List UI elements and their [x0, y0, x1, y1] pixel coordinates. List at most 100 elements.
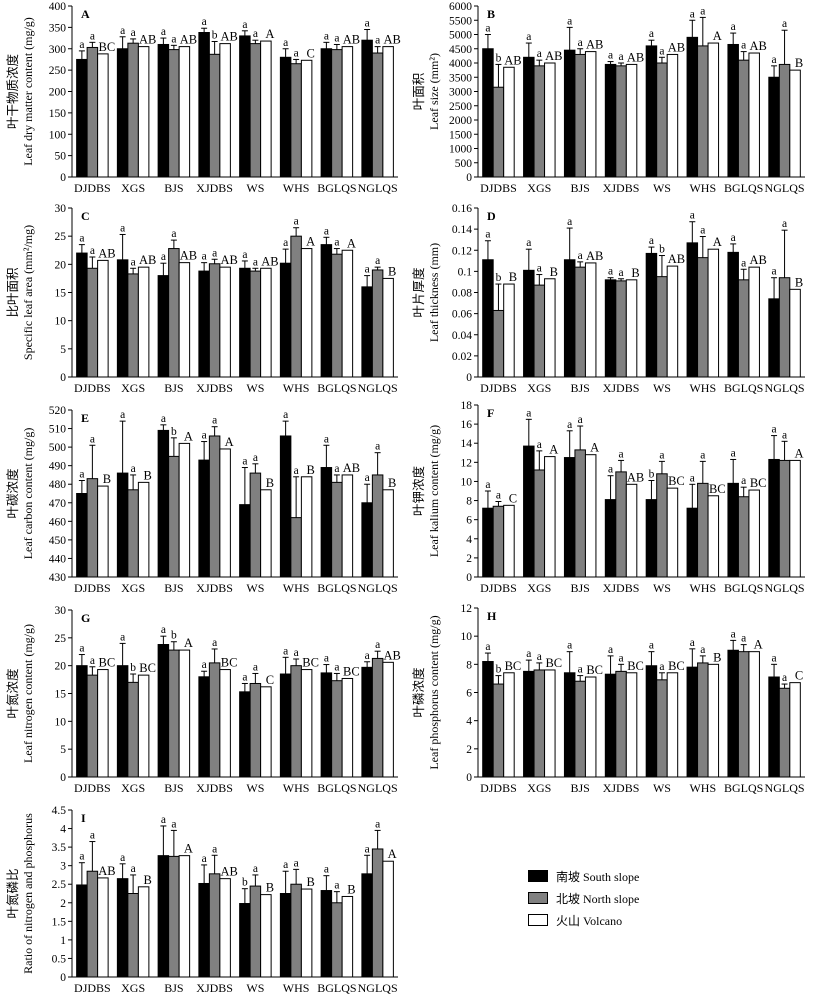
- bar-h-nglqs-south: [768, 676, 780, 778]
- significance-label-i-whs-volcano: B: [306, 875, 314, 889]
- x-tick-label-a-nglqs: NGLQS: [358, 181, 398, 195]
- y-tick-label-b-2: 1000: [449, 144, 472, 156]
- y-tick-label-e-3: 460: [49, 516, 67, 528]
- bar-h-bjs-south: [563, 672, 576, 778]
- bar-b-djdbs-north: [492, 86, 505, 178]
- bar-d-ws-volcano: [666, 265, 679, 378]
- bar-i-nglqs-north: [371, 848, 384, 978]
- significance-label-e-bjs-north: b: [171, 426, 177, 438]
- x-tick-label-i-djdbs: DJDBS: [74, 981, 111, 995]
- significance-label-d-xjdbs-south: a: [608, 266, 613, 278]
- x-tick-label-c-bglqs: BGLQS: [317, 381, 356, 395]
- x-tick-label-h-xgs: XGS: [527, 781, 551, 795]
- y-tick-label-i-1: 0.5: [52, 953, 67, 965]
- significance-label-d-djdbs-north: b: [496, 272, 502, 284]
- significance-label-d-whs-north: a: [700, 225, 705, 237]
- y-tick-label-g-2: 10: [55, 716, 67, 728]
- significance-label-c-ws-south: a: [242, 249, 247, 261]
- bar-i-ws-north: [249, 885, 262, 978]
- significance-label-i-nglqs-south: a: [365, 843, 370, 855]
- bar-e-nglqs-south: [361, 502, 373, 578]
- y-tick-label-f-2: 4: [466, 534, 472, 546]
- y-tick-label-i-0: 0: [60, 972, 66, 984]
- significance-label-c-bjs-south: a: [161, 251, 166, 263]
- bar-i-whs-south: [279, 893, 292, 978]
- bar-d-bglqs-north: [737, 279, 750, 378]
- significance-label-f-bglqs-south: a: [731, 447, 736, 459]
- significance-label-a-bglqs-volcano: AB: [343, 33, 360, 47]
- bar-h-xgs-south: [523, 670, 535, 778]
- bar-b-bjs-volcano: [584, 51, 597, 178]
- y-tick-label-d-2: 0.04: [452, 330, 472, 342]
- x-tick-label-g-nglqs: NGLQS: [358, 781, 398, 795]
- bar-g-xgs-north: [127, 681, 139, 778]
- bar-b-bglqs-south: [727, 43, 739, 178]
- bar-i-xjdbs-south: [198, 882, 210, 978]
- y-tick-label-b-11: 5500: [449, 15, 472, 27]
- bar-c-bjs-north: [168, 248, 180, 378]
- bar-a-bjs-south: [157, 43, 170, 178]
- significance-label-g-xgs-volcano: BC: [139, 661, 156, 675]
- bar-e-whs-volcano: [300, 476, 313, 578]
- significance-label-e-xgs-volcano: B: [143, 468, 151, 482]
- y-tick-label-c-0: 0: [60, 372, 66, 384]
- y-tick-label-a-6: 300: [49, 44, 67, 56]
- bar-g-ws-north: [249, 682, 262, 778]
- significance-label-h-xgs-north: a: [537, 651, 542, 663]
- y-tick-label-d-4: 0.08: [452, 288, 472, 300]
- bar-c-xjdbs-south: [198, 270, 210, 378]
- x-tick-label-c-xjdbs: XJDBS: [196, 381, 233, 395]
- bar-h-bglqs-volcano: [748, 651, 760, 778]
- x-tick-label-i-xgs: XGS: [121, 981, 145, 995]
- significance-label-a-bjs-south: a: [161, 26, 166, 38]
- y-tick-label-h-2: 4: [466, 716, 472, 728]
- y-tick-label-d-1: 0.02: [452, 351, 472, 363]
- panel-letter-c: C: [81, 209, 90, 223]
- bar-d-nglqs-volcano: [789, 288, 801, 378]
- significance-label-d-bjs-north: a: [578, 250, 583, 262]
- significance-label-e-bjs-south: a: [161, 413, 166, 425]
- x-tick-label-d-bjs: BJS: [571, 381, 590, 395]
- y-title-cn-g: 叶氮浓度: [5, 668, 20, 719]
- bar-b-nglqs-volcano: [789, 69, 801, 178]
- y-tick-label-g-3: 15: [55, 689, 67, 701]
- bar-f-nglqs-south: [768, 458, 780, 578]
- x-tick-label-c-ws: WS: [246, 381, 264, 395]
- significance-label-h-djdbs-north: b: [496, 664, 502, 676]
- y-tick-label-b-10: 5000: [449, 30, 472, 42]
- y-tick-label-b-6: 3000: [449, 87, 472, 99]
- legend-item-north: 北坡 North slope: [528, 888, 748, 908]
- bar-i-xgs-north: [127, 893, 139, 978]
- significance-label-d-nglqs-south: a: [772, 266, 777, 278]
- bar-f-bglqs-north: [737, 496, 750, 578]
- bar-i-xgs-south: [116, 878, 129, 978]
- significance-label-c-whs-north: a: [294, 216, 299, 228]
- bar-a-bjs-north: [168, 49, 180, 178]
- bar-f-whs-south: [686, 507, 699, 578]
- panel-letter-g: G: [81, 611, 90, 625]
- bar-i-whs-volcano: [300, 888, 313, 978]
- bar-g-xgs-south: [116, 665, 129, 778]
- y-tick-label-h-1: 2: [466, 744, 472, 756]
- x-tick-label-c-djdbs: DJDBS: [74, 381, 111, 395]
- significance-label-f-whs-south: a: [690, 472, 695, 484]
- bar-b-bjs-north: [574, 53, 586, 178]
- bar-i-djdbs-north: [86, 870, 99, 978]
- y-tick-label-i-8: 4: [60, 824, 66, 836]
- y-tick-label-a-5: 250: [49, 65, 67, 77]
- significance-label-b-nglqs-north: a: [782, 18, 787, 30]
- significance-label-f-ws-volcano: BC: [668, 474, 685, 488]
- x-tick-label-f-djdbs: DJDBS: [480, 581, 517, 595]
- significance-label-d-xgs-volcano: B: [550, 265, 558, 279]
- bar-b-xgs-volcano: [544, 62, 556, 178]
- bar-g-bjs-volcano: [178, 649, 191, 778]
- y-tick-label-a-7: 350: [49, 22, 67, 34]
- x-tick-label-e-xjdbs: XJDBS: [196, 581, 233, 595]
- significance-label-b-xgs-south: a: [526, 31, 531, 43]
- bar-b-xgs-south: [523, 56, 535, 178]
- significance-label-d-bjs-south: a: [567, 216, 572, 228]
- significance-label-e-xgs-south: a: [120, 409, 125, 421]
- significance-label-i-nglqs-volcano: A: [388, 847, 397, 861]
- significance-label-d-ws-volcano: AB: [668, 252, 685, 266]
- significance-label-a-bglqs-north: a: [334, 32, 339, 44]
